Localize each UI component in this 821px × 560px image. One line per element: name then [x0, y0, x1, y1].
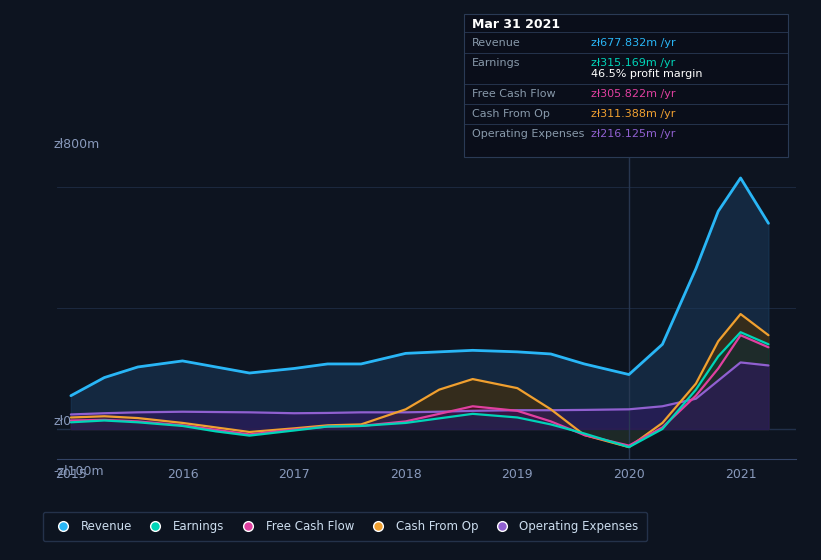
Text: -zł100m: -zł100m: [53, 465, 104, 478]
Text: zł315.169m /yr: zł315.169m /yr: [591, 58, 676, 68]
Text: zł305.822m /yr: zł305.822m /yr: [591, 89, 676, 99]
Text: Cash From Op: Cash From Op: [472, 109, 550, 119]
Text: Mar 31 2021: Mar 31 2021: [472, 18, 560, 31]
Text: Operating Expenses: Operating Expenses: [472, 129, 585, 139]
Text: Earnings: Earnings: [472, 58, 521, 68]
Text: zł0: zł0: [53, 415, 71, 428]
Text: zł677.832m /yr: zł677.832m /yr: [591, 38, 676, 48]
Text: zł800m: zł800m: [53, 138, 99, 151]
Text: 46.5% profit margin: 46.5% profit margin: [591, 69, 703, 79]
Text: zł216.125m /yr: zł216.125m /yr: [591, 129, 676, 139]
Text: Revenue: Revenue: [472, 38, 521, 48]
Text: zł311.388m /yr: zł311.388m /yr: [591, 109, 676, 119]
Text: Free Cash Flow: Free Cash Flow: [472, 89, 556, 99]
Legend: Revenue, Earnings, Free Cash Flow, Cash From Op, Operating Expenses: Revenue, Earnings, Free Cash Flow, Cash …: [43, 512, 647, 541]
